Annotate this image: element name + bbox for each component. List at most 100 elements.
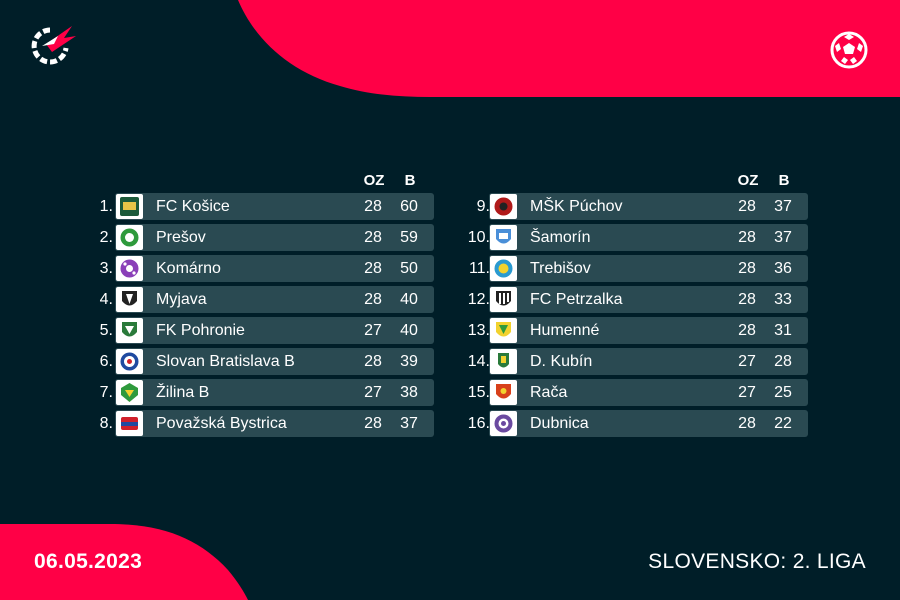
team-name: Šamorín [530, 229, 591, 246]
points-value: 50 [400, 260, 418, 277]
games-played-header: OZ [363, 172, 385, 189]
team-rank: 10. [467, 229, 490, 246]
table-row: 9. MŠK Púchov 28 37 [465, 193, 808, 220]
games-played-value: 28 [738, 198, 756, 215]
games-played-value: 28 [738, 415, 756, 432]
games-played-value: 28 [364, 353, 382, 370]
samorin-crest-icon [490, 225, 517, 250]
games-played-value: 28 [738, 322, 756, 339]
team-row-bar: MŠK Púchov 28 37 [489, 193, 808, 220]
team-row-bar: Humenné 28 31 [489, 317, 808, 344]
points-value: 25 [774, 384, 792, 401]
league-name: SLOVENSKO: 2. LIGA [648, 550, 866, 573]
slovan-crest-icon [116, 349, 143, 374]
team-row-bar: Dubnica 28 22 [489, 410, 808, 437]
team-row-bar: Prešov 28 59 [115, 224, 434, 251]
team-row-bar: FC Petrzalka 28 33 [489, 286, 808, 313]
games-played-value: 28 [738, 229, 756, 246]
standings-table-left: OZ B 1. FC Košice 28 60 2. Prešov 28 59 3. Komárn… [91, 172, 434, 441]
points-header: B [778, 172, 790, 189]
povazska-crest-icon [116, 411, 143, 436]
team-row-bar: Rača 27 25 [489, 379, 808, 406]
points-value: 22 [774, 415, 792, 432]
team-rank: 16. [467, 415, 490, 432]
team-row-bar: FC Košice 28 60 [115, 193, 434, 220]
team-row-bar: Slovan Bratislava B 28 39 [115, 348, 434, 375]
team-name: FK Pohronie [156, 322, 245, 339]
team-rank: 1. [99, 198, 113, 215]
kosice-crest-icon [116, 194, 143, 219]
myjava-crest-icon [116, 287, 143, 312]
team-row-bar: D. Kubín 27 28 [489, 348, 808, 375]
points-value: 59 [400, 229, 418, 246]
team-name: Trebišov [530, 260, 591, 277]
points-value: 38 [400, 384, 418, 401]
team-name: Humenné [530, 322, 600, 339]
points-value: 40 [400, 322, 418, 339]
team-row-bar: FK Pohronie 27 40 [115, 317, 434, 344]
games-played-value: 27 [364, 322, 382, 339]
points-value: 60 [400, 198, 418, 215]
table-row: 6. Slovan Bratislava B 28 39 [91, 348, 434, 375]
table-row: 3. Komárno 28 50 [91, 255, 434, 282]
presov-crest-icon [116, 225, 143, 250]
points-value: 28 [774, 353, 792, 370]
team-name: MŠK Púchov [530, 198, 623, 215]
games-played-header: OZ [737, 172, 759, 189]
raca-crest-icon [490, 380, 517, 405]
table-row: 4. Myjava 28 40 [91, 286, 434, 313]
team-rank: 11. [468, 260, 490, 277]
zilina-crest-icon [116, 380, 143, 405]
team-rank: 5. [99, 322, 113, 339]
pohronie-crest-icon [116, 318, 143, 343]
games-played-value: 28 [364, 415, 382, 432]
dubnica-crest-icon [490, 411, 517, 436]
team-name: Dubnica [530, 415, 589, 432]
team-name: Komárno [156, 260, 221, 277]
team-name: Prešov [156, 229, 206, 246]
team-row-bar: Považská Bystrica 28 37 [115, 410, 434, 437]
table-row: 15. Rača 27 25 [465, 379, 808, 406]
flashscore-logo-icon [28, 24, 78, 66]
trebisov-crest-icon [490, 256, 517, 281]
table-row: 8. Považská Bystrica 28 37 [91, 410, 434, 437]
table-row: 2. Prešov 28 59 [91, 224, 434, 251]
games-played-value: 28 [364, 260, 382, 277]
team-name: Považská Bystrica [156, 415, 287, 432]
team-name: Slovan Bratislava B [156, 353, 295, 370]
team-rank: 8. [99, 415, 113, 432]
team-row-bar: Trebišov 28 36 [489, 255, 808, 282]
team-rank: 7. [99, 384, 113, 401]
table-row: 12. FC Petrzalka 28 33 [465, 286, 808, 313]
games-played-value: 27 [364, 384, 382, 401]
team-name: Žilina B [156, 384, 210, 401]
table-row: 11. Trebišov 28 36 [465, 255, 808, 282]
team-rank: 14. [467, 353, 490, 370]
table-header: OZ B [465, 172, 808, 190]
team-name: D. Kubín [530, 353, 593, 370]
team-rank: 4. [99, 291, 113, 308]
team-name: Rača [530, 384, 568, 401]
table-row: 1. FC Košice 28 60 [91, 193, 434, 220]
team-name: FC Petrzalka [530, 291, 623, 308]
table-row: 14. D. Kubín 27 28 [465, 348, 808, 375]
table-row: 7. Žilina B 27 38 [91, 379, 434, 406]
team-row-bar: Šamorín 28 37 [489, 224, 808, 251]
team-rank: 12. [467, 291, 490, 308]
petrzalka-crest-icon [490, 287, 517, 312]
match-date: 06.05.2023 [34, 550, 143, 573]
table-row: 5. FK Pohronie 27 40 [91, 317, 434, 344]
points-value: 37 [774, 198, 792, 215]
points-value: 39 [400, 353, 418, 370]
games-played-value: 27 [738, 384, 756, 401]
games-played-value: 28 [738, 291, 756, 308]
team-rank: 13. [467, 322, 490, 339]
team-row-bar: Myjava 28 40 [115, 286, 434, 313]
team-rank: 15. [467, 384, 490, 401]
team-rank: 3. [99, 260, 113, 277]
puchov-crest-icon [490, 194, 517, 219]
team-row-bar: Komárno 28 50 [115, 255, 434, 282]
table-row: 16. Dubnica 28 22 [465, 410, 808, 437]
team-rank: 2. [99, 229, 113, 246]
